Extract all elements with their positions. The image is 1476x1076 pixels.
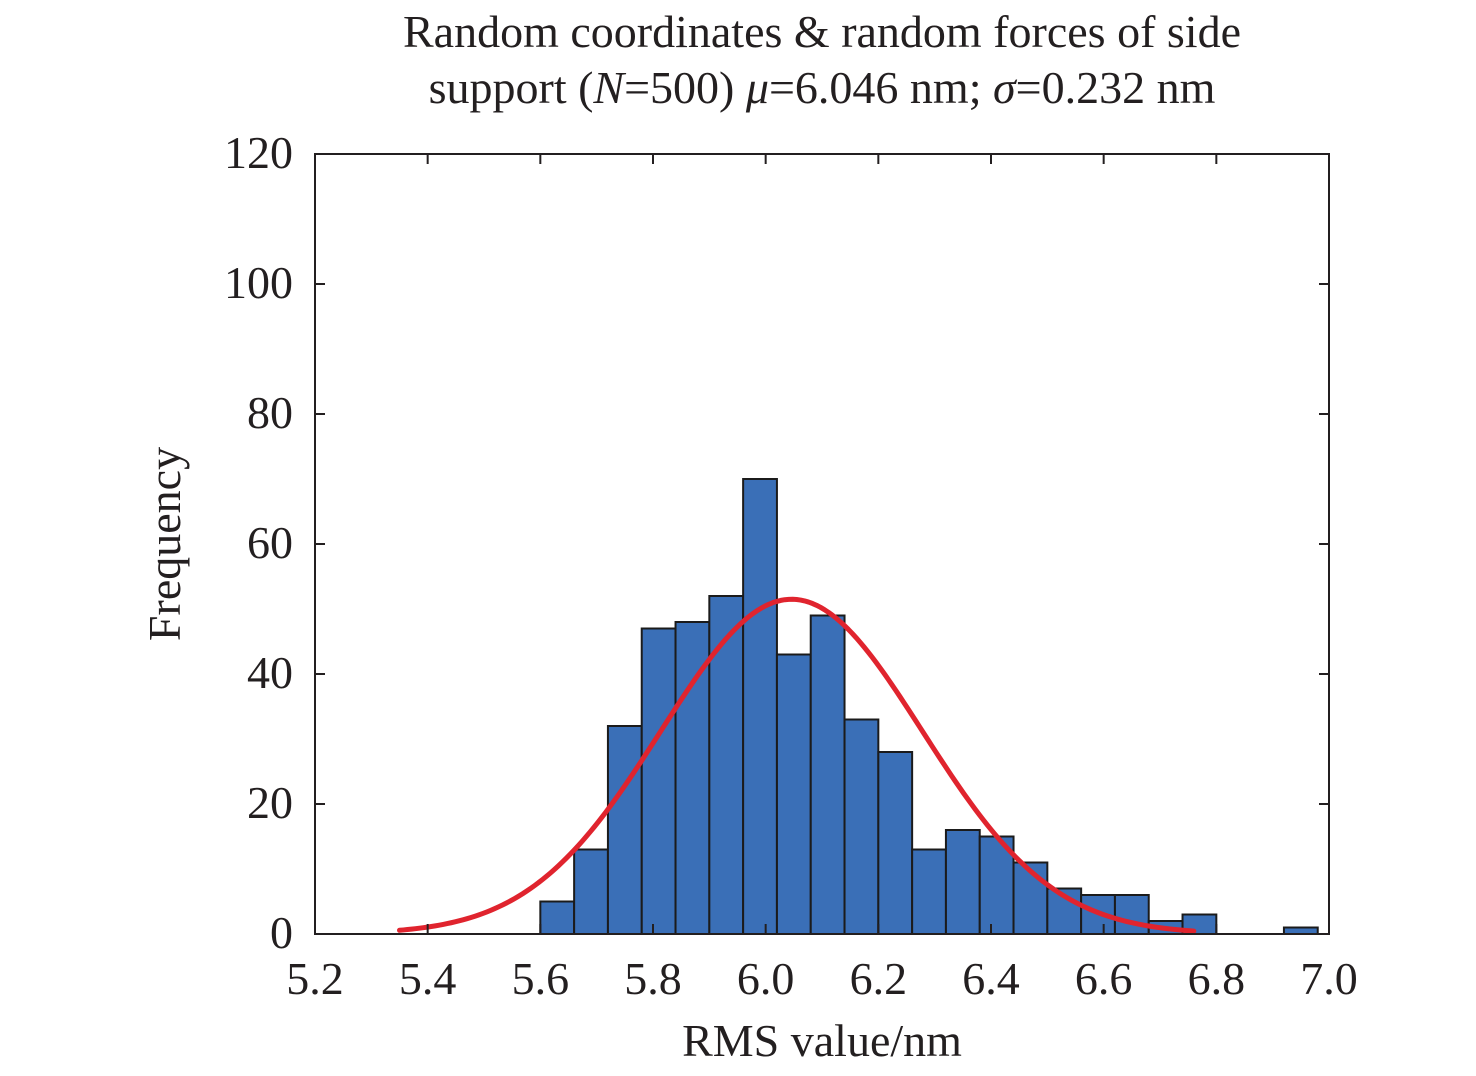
y-tick-label: 20 <box>247 777 293 828</box>
x-tick-label: 5.2 <box>286 953 344 1004</box>
y-tick-label: 80 <box>247 387 293 438</box>
histogram-bar-9 <box>809 614 846 935</box>
chart-title: Random coordinates & random forces of si… <box>314 4 1330 116</box>
x-tick-label: 6.4 <box>962 953 1020 1004</box>
y-tick-label: 40 <box>247 647 293 698</box>
histogram-bar-1 <box>539 900 576 935</box>
title-sigma-value: =0.232 nm <box>1015 62 1216 113</box>
histogram-bar-3 <box>606 725 643 935</box>
y-tick-label: 120 <box>224 127 293 178</box>
histogram-bar-12 <box>911 848 947 935</box>
histogram-bar-11 <box>877 751 914 935</box>
x-tick-label: 6.8 <box>1188 953 1246 1004</box>
title-mu-value: =6.046 nm; <box>768 62 993 113</box>
histogram-bar-13 <box>944 829 981 935</box>
x-tick-label: 5.8 <box>624 953 682 1004</box>
y-axis-label: Frequency <box>139 447 190 641</box>
normal-fit-curve <box>397 596 1197 934</box>
title-mu-symbol: μ <box>745 62 769 113</box>
histogram-bar-7 <box>742 478 778 935</box>
x-tick-label: 6.6 <box>1075 953 1133 1004</box>
y-tick-label: 0 <box>270 907 293 958</box>
y-tick-label: 100 <box>224 257 293 308</box>
histogram-bar-4 <box>640 627 677 935</box>
chart-title-line1: Random coordinates & random forces of si… <box>403 6 1241 57</box>
axis-ticks: 5.2 5.4 5.6 5.8 6.0 6.2 6.4 6.6 6.8 7.0 0 20 40 60 80 1… <box>224 127 1358 1004</box>
x-tick-label: 5.4 <box>399 953 457 1004</box>
title-sigma-symbol: σ <box>992 62 1016 113</box>
title-support-text: support ( <box>428 62 594 113</box>
x-tick-label: 6.2 <box>850 953 908 1004</box>
histogram-bar-18 <box>1113 894 1150 935</box>
title-n-value: =500) <box>624 62 746 113</box>
title-n-symbol: N <box>593 62 625 113</box>
histogram-bars <box>539 478 1319 935</box>
chart-title-line2: support (N=500) μ=6.046 nm; σ=0.232 nm <box>314 60 1330 116</box>
x-tick-label: 7.0 <box>1300 953 1358 1004</box>
histogram-bar-10 <box>843 718 880 935</box>
x-tick-label: 6.0 <box>737 953 795 1004</box>
x-axis-label: RMS value/nm <box>682 1015 962 1066</box>
y-tick-label: 60 <box>247 517 293 568</box>
histogram-bar-6 <box>708 595 745 935</box>
histogram-bar-8 <box>775 653 812 935</box>
histogram-bar-2 <box>573 848 609 935</box>
x-tick-label: 5.6 <box>512 953 570 1004</box>
